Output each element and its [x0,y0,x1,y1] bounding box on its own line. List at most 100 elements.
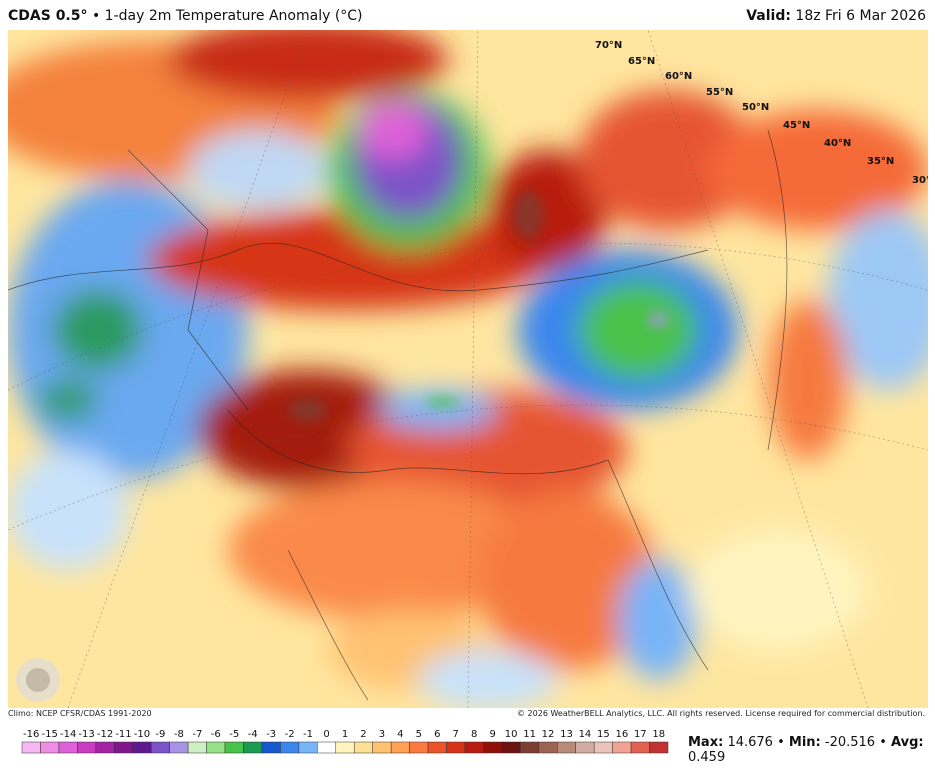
colorbar-cell [483,741,503,754]
logo [16,658,60,702]
colorbar-cell [132,741,152,754]
colorbar-cell [261,741,281,754]
colorbar-label: -6 [211,729,221,740]
colorbar-cell [409,741,429,754]
latitude-label: 50°N [742,102,769,113]
colorbar-label: 2 [360,729,366,740]
colorbar-label: -1 [303,729,313,740]
borders [8,129,788,701]
colorbar-cell [464,741,484,754]
colorbar-cell [114,741,133,754]
colorbar-cell [390,741,410,754]
colorbar-label: -3 [266,729,276,740]
colorbar-cell [427,741,447,754]
colorbar-cell [372,741,392,754]
colorbar-label: 12 [542,729,555,740]
colorbar-label: 16 [615,729,628,740]
colorbar-label: 6 [434,729,440,740]
colorbar-label: -7 [192,729,202,740]
colorbar-label: 10 [505,729,518,740]
valid-value: 18z Fri 6 Mar 2026 [795,8,926,24]
latitude-label: 45°N [783,120,810,131]
colorbar-cell [501,741,521,754]
colorbar-cell [538,741,558,754]
anomaly-field [8,30,928,708]
colorbar-cell [520,741,540,754]
colorbar-label: 7 [453,729,459,740]
colorbar-cell [446,741,466,754]
stat-label: Avg: [891,735,924,750]
colorbar-cell [557,741,576,754]
colorbar-label: -11 [115,729,131,740]
latitude-label: 65°N [628,56,655,67]
colorbar-label: 5 [416,729,422,740]
colorbar-cell [649,741,669,754]
colorbar-cell [243,741,263,754]
colorbar-label: -10 [134,729,150,740]
colorbar-label: -14 [60,729,76,740]
colorbar-cell [630,741,650,754]
stat-label: Min: [788,735,821,750]
colorbar-label: 3 [379,729,385,740]
colorbar-label: 17 [634,729,647,740]
latitude-label: 35°N [867,156,894,167]
latitude-label: 60°N [665,71,692,82]
colorbar-label: 11 [523,729,536,740]
copyright: © 2026 WeatherBELL Analytics, LLC. All r… [517,709,925,718]
colorbar-cell [169,741,189,754]
climo-note: Climo: NCEP CFSR/CDAS 1991-2020 [8,709,152,718]
colorbar-label: -8 [174,729,184,740]
colorbar-label: -12 [97,729,113,740]
colorbar-label: 9 [489,729,495,740]
colorbar-cell [353,741,373,754]
colorbar-label: 18 [652,729,665,740]
valid-label: Valid: [746,8,791,24]
model: CDAS 0.5° [8,8,88,24]
colorbar-cell [150,741,170,754]
colorbar-cell [187,741,207,754]
colorbar-label: -15 [42,729,58,740]
header-title: CDAS 0.5° • 1-day 2m Temperature Anomaly… [8,8,363,24]
latitude-label: 70°N [595,40,622,51]
colorbar-label: 13 [560,729,573,740]
latitude-label: 40°N [824,138,851,149]
stat-value: 0.459 [688,750,726,765]
colorbar-cell [612,741,632,754]
colorbar-label: 4 [397,729,403,740]
colorbar-cell [335,741,355,754]
colorbar-cell [206,741,226,754]
colorbar-label: 14 [579,729,592,740]
colorbar-cell [280,741,300,754]
colorbar-cell [95,741,115,754]
map: 70°N 65°N 60°N 55°N 50°N 45°N 40°N 35°N 30°N [8,30,928,708]
colorbar-label: -4 [248,729,258,740]
colorbar-cell [317,741,337,754]
separator: • [91,8,101,24]
colorbar-label: -2 [285,729,295,740]
colorbar-cell [224,741,244,754]
title: 1-day 2m Temperature Anomaly (°C) [104,8,363,24]
colorbar-cell [58,741,78,754]
colorbar-label: 1 [342,729,348,740]
stat-value: 14.676 [727,735,773,750]
valid-time: Valid: 18z Fri 6 Mar 2026 [746,8,926,24]
separator: • [879,735,887,750]
colorbar-cell [575,741,595,754]
colorbar-cell [40,741,60,754]
colorbar-label: 0 [323,729,329,740]
separator: • [777,735,785,750]
colorbar-cell [593,741,613,754]
colorbar-label: 15 [597,729,610,740]
colorbar-cell [77,741,97,754]
colorbar-label: 8 [471,729,477,740]
colorbar-cell [298,741,318,754]
colorbar-label: -16 [23,729,39,740]
stats: Max: 14.676 • Min: -20.516 • Avg: 0.459 [688,735,935,765]
latitude-label: 55°N [706,87,733,98]
colorbar-label: -9 [155,729,165,740]
latitude-label: 30°N [912,175,928,186]
stat-label: Max: [688,735,724,750]
colorbar-label: -13 [78,729,94,740]
colorbar-cell [21,741,41,754]
